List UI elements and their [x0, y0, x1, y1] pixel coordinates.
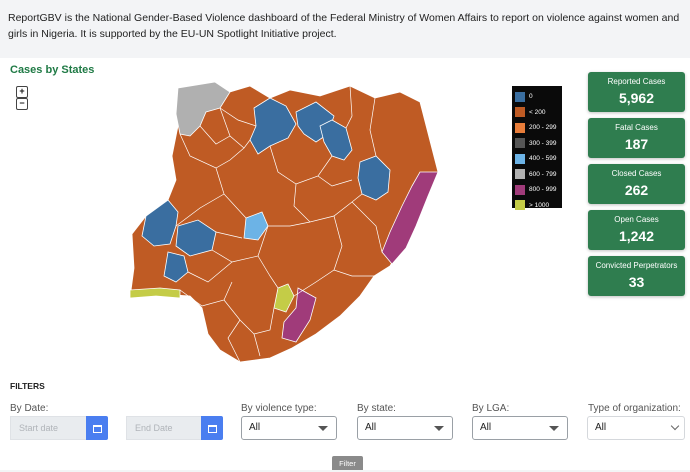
state-oyo[interactable]: [163, 251, 189, 283]
legend-swatch: [515, 200, 525, 211]
stat-card-fatal-cases: Fatal Cases 187: [588, 118, 685, 158]
violence-type-select[interactable]: All: [241, 416, 337, 440]
nigeria-states-map: [129, 81, 439, 363]
state-label: By state:: [357, 403, 396, 414]
map-legend: 0 < 200 200 - 299 300 - 399 400 - 599 60…: [512, 86, 562, 211]
organization-type-value: All: [595, 422, 607, 433]
stat-label: Reported Cases: [607, 77, 666, 86]
legend-swatch: [515, 107, 525, 118]
state-sokoto[interactable]: [175, 81, 231, 137]
legend-label: 400 - 599: [529, 155, 557, 163]
zoom-in-button[interactable]: +: [16, 86, 28, 98]
stat-value: 1,242: [618, 228, 655, 244]
end-date-calendar-button[interactable]: [201, 416, 223, 440]
filter-button[interactable]: Filter: [332, 456, 363, 470]
legend-item: 800 - 999: [512, 182, 562, 198]
legend-swatch: [515, 184, 525, 195]
stat-card-reported-cases: Reported Cases 5,962: [588, 72, 685, 112]
state-select[interactable]: All: [357, 416, 453, 440]
lga-select[interactable]: All: [472, 416, 568, 440]
legend-item: 300 - 399: [512, 136, 562, 152]
legend-swatch: [515, 169, 525, 180]
state-bauchi[interactable]: [319, 119, 353, 161]
stat-value: 262: [624, 182, 649, 198]
stat-value: 33: [628, 274, 645, 290]
legend-swatch: [515, 122, 525, 133]
legend-item: < 200: [512, 105, 562, 121]
by-date-label: By Date:: [10, 403, 49, 414]
state-kano[interactable]: [249, 97, 297, 155]
legend-swatch: [515, 91, 525, 102]
state-kwara[interactable]: [141, 199, 179, 247]
state-taraba[interactable]: [381, 171, 439, 265]
end-date-input[interactable]: End Date: [126, 416, 202, 440]
legend-item: > 1000: [512, 198, 562, 214]
stat-value: 5,962: [618, 90, 655, 106]
stat-value: 187: [624, 136, 649, 152]
calendar-icon: [93, 425, 102, 433]
map-outline: [129, 81, 439, 363]
state-adamawa-north[interactable]: [357, 155, 391, 201]
legend-label: 800 - 999: [529, 186, 557, 194]
lga-label: By LGA:: [472, 403, 510, 414]
legend-label: 200 - 299: [529, 124, 557, 132]
stat-label: Convicted Perpetrators: [595, 261, 678, 270]
filters-title: FILTERS: [10, 381, 45, 391]
chevron-down-icon: [670, 421, 680, 431]
violence-type-value: All: [249, 422, 261, 433]
stat-card-convicted-perpetrators: Convicted Perpetrators 33: [588, 256, 685, 296]
state-lagos[interactable]: [129, 287, 181, 299]
legend-label: 600 - 799: [529, 170, 557, 178]
stat-label: Fatal Cases: [615, 123, 658, 132]
calendar-icon: [208, 425, 217, 433]
state-fct[interactable]: [243, 211, 269, 241]
legend-item: 0: [512, 89, 562, 105]
start-date-input[interactable]: Start date: [10, 416, 86, 440]
legend-item: 400 - 599: [512, 151, 562, 167]
chevron-down-icon: [549, 426, 559, 431]
chevron-down-icon: [434, 426, 444, 431]
chevron-down-icon: [318, 426, 328, 431]
intro-text: ReportGBV is the National Gender-Based V…: [8, 12, 680, 40]
start-date-calendar-button[interactable]: [86, 416, 108, 440]
state-borders: [175, 85, 383, 363]
violence-type-label: By violence type:: [241, 403, 317, 414]
legend-label: 300 - 399: [529, 139, 557, 147]
stat-card-open-cases: Open Cases 1,242: [588, 210, 685, 250]
legend-item: 200 - 299: [512, 120, 562, 136]
legend-item: 600 - 799: [512, 167, 562, 183]
legend-swatch: [515, 153, 525, 164]
legend-swatch: [515, 138, 525, 149]
stat-label: Open Cases: [614, 215, 659, 224]
state-enugu[interactable]: [273, 283, 295, 313]
stat-card-closed-cases: Closed Cases 262: [588, 164, 685, 204]
legend-label: 0: [529, 93, 533, 101]
state-cross-river[interactable]: [281, 287, 317, 343]
lga-value: All: [480, 422, 492, 433]
map-title: Cases by States: [10, 64, 95, 76]
stat-label: Closed Cases: [611, 169, 662, 178]
organization-type-select[interactable]: All: [587, 416, 685, 440]
zoom-out-button[interactable]: −: [16, 98, 28, 110]
organization-type-label: Type of organization:: [588, 403, 681, 414]
legend-label: < 200: [529, 108, 546, 116]
legend-label: > 1000: [529, 201, 550, 209]
state-value: All: [365, 422, 377, 433]
